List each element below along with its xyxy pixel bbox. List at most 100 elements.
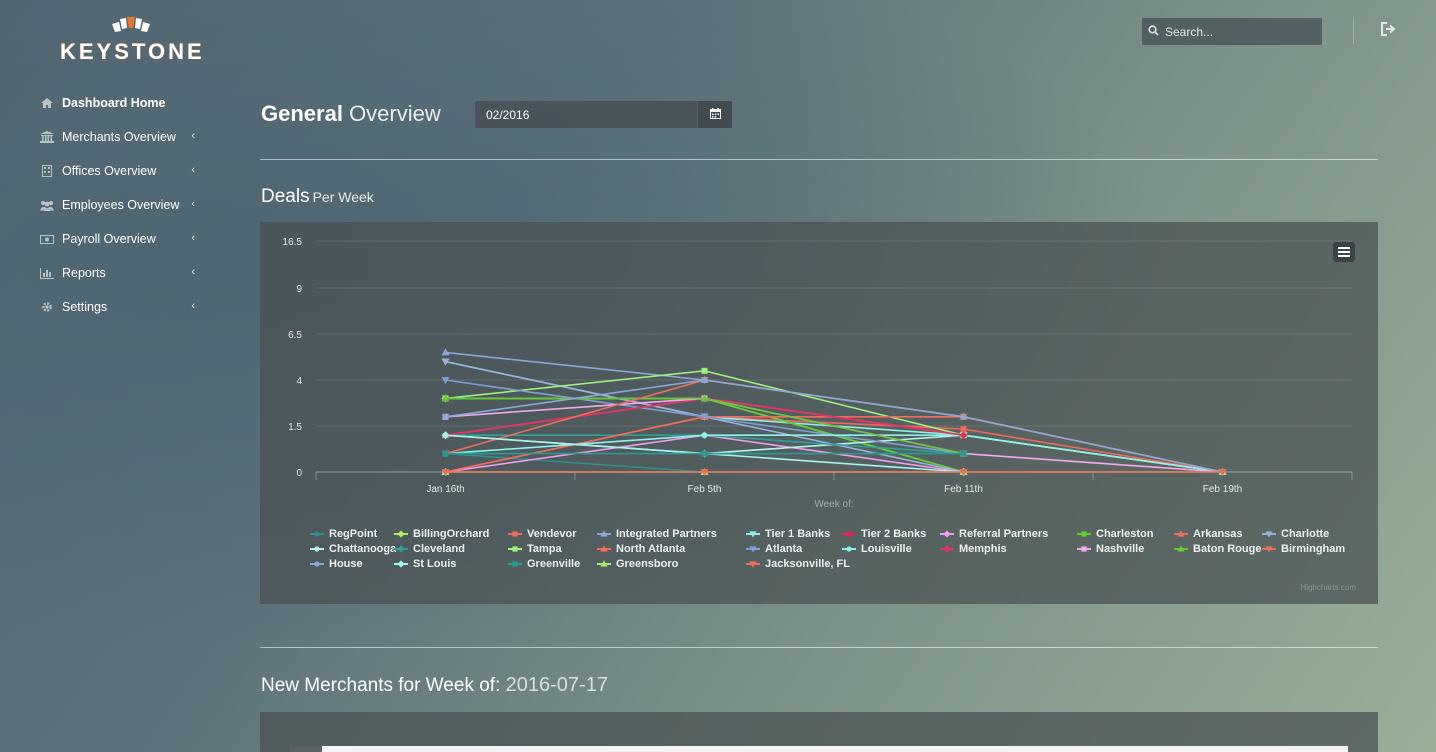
- legend-symbol: [394, 560, 408, 568]
- legend-item[interactable]: Charleston: [1077, 528, 1153, 540]
- data-point[interactable]: [441, 377, 450, 384]
- legend-item[interactable]: Baton Rouge: [1174, 543, 1261, 555]
- legend-item[interactable]: Atlanta: [746, 543, 802, 555]
- legend-item[interactable]: Tampa: [508, 543, 562, 555]
- legend-symbol: [310, 531, 324, 537]
- sidebar-item-reports[interactable]: Reports ‹: [40, 256, 205, 290]
- data-point[interactable]: [959, 431, 968, 440]
- legend-item[interactable]: Greensboro: [597, 558, 678, 570]
- legend-label: Baton Rouge: [1193, 543, 1262, 555]
- legend-label: Birmingham: [1281, 543, 1346, 555]
- legend-symbol: [597, 545, 611, 552]
- keystone-logo[interactable]: KEYSTONE: [60, 14, 202, 66]
- legend-item[interactable]: North Atlanta: [597, 543, 685, 555]
- month-picker[interactable]: [475, 101, 732, 128]
- legend-item[interactable]: Cleveland: [394, 543, 465, 555]
- header-divider: [1353, 18, 1354, 44]
- table-tab[interactable]: [290, 746, 322, 752]
- legend-label: Memphis: [959, 543, 1007, 555]
- gear-icon: [40, 301, 54, 313]
- data-point[interactable]: [700, 413, 709, 421]
- legend-symbol: [310, 561, 324, 567]
- chart-credit[interactable]: Highcharts.com: [1300, 583, 1356, 592]
- data-point[interactable]: [960, 413, 967, 420]
- series-line[interactable]: [445, 369, 1223, 473]
- data-point[interactable]: [701, 367, 708, 374]
- data-point[interactable]: [442, 450, 449, 457]
- sidebar-item-dashboard-home[interactable]: Dashboard Home: [40, 86, 205, 120]
- data-point[interactable]: [441, 358, 450, 366]
- search-box[interactable]: [1142, 18, 1322, 45]
- data-point[interactable]: [441, 348, 450, 356]
- data-point[interactable]: [700, 469, 709, 476]
- series-line[interactable]: [445, 379, 1223, 473]
- legend-item[interactable]: Jacksonville, FL: [746, 558, 850, 570]
- chevron-left-icon: ‹: [191, 232, 195, 244]
- deals-line-chart: 0 1.5 4 6.5 9 16.5 Jan 16th Feb 5th Feb 11th Feb …: [283, 237, 1353, 510]
- sidebar-item-employees-overview[interactable]: Employees Overview ‹: [40, 188, 205, 222]
- bank-icon: [40, 131, 54, 143]
- legend-item[interactable]: Birmingham: [1262, 543, 1345, 555]
- page-title-bold: General: [261, 101, 343, 126]
- legend-item[interactable]: Greenville: [508, 558, 580, 570]
- search-input[interactable]: [1163, 23, 1317, 40]
- data-point[interactable]: [701, 450, 708, 457]
- hamburger-menu-icon[interactable]: [1333, 242, 1355, 262]
- data-point[interactable]: [441, 394, 450, 402]
- legend-item[interactable]: Charlotte: [1262, 528, 1329, 540]
- legend-label: St Louis: [413, 558, 457, 570]
- legend-label: RegPoint: [329, 528, 378, 540]
- legend-item[interactable]: Nashville: [1077, 543, 1144, 555]
- legend-item[interactable]: Arkansas: [1174, 528, 1243, 540]
- y-tick-label: 16.5: [283, 237, 303, 248]
- building-icon: [40, 165, 54, 177]
- legend-symbol: [746, 546, 760, 553]
- deals-title: Deals: [261, 186, 310, 207]
- new-merchants-panel: [260, 712, 1378, 752]
- legend-symbol: [394, 530, 408, 538]
- data-point[interactable]: [1218, 469, 1227, 476]
- chevron-left-icon: ‹: [191, 198, 195, 210]
- legend-item[interactable]: Tier 2 Banks: [842, 528, 926, 540]
- legend-label: Cleveland: [413, 543, 465, 555]
- legend-item[interactable]: Memphis: [940, 543, 1007, 555]
- legend-item[interactable]: Integrated Partners: [597, 528, 717, 540]
- legend-item[interactable]: BillingOrchard: [394, 528, 489, 540]
- section-divider: [260, 647, 1378, 648]
- data-point[interactable]: [960, 450, 967, 457]
- calendar-button[interactable]: [697, 101, 732, 128]
- sidebar-item-payroll-overview[interactable]: Payroll Overview ‹: [40, 222, 205, 256]
- legend-item[interactable]: House: [310, 558, 363, 570]
- legend-item[interactable]: RegPoint: [310, 528, 377, 540]
- month-input[interactable]: [475, 101, 697, 128]
- merchants-table: [322, 746, 1348, 752]
- sign-out-icon[interactable]: [1381, 22, 1397, 38]
- data-point[interactable]: [441, 469, 450, 476]
- data-point[interactable]: [442, 413, 449, 420]
- data-point[interactable]: [701, 432, 708, 439]
- legend-item[interactable]: Referral Partners: [940, 528, 1048, 540]
- sidebar-item-offices-overview[interactable]: Offices Overview ‹: [40, 154, 205, 188]
- legend-symbol: [746, 531, 760, 538]
- legend-symbol: [842, 531, 856, 537]
- x-tick-label: Feb 19th: [1203, 484, 1242, 495]
- legend-item[interactable]: Chattanooga: [310, 543, 396, 555]
- x-tick-label: Jan 16th: [426, 484, 464, 495]
- legend-symbol: [1174, 530, 1188, 537]
- data-point[interactable]: [701, 377, 708, 383]
- y-tick-label: 4: [296, 376, 302, 387]
- sidebar-item-merchants-overview[interactable]: Merchants Overview ‹: [40, 120, 205, 154]
- data-point[interactable]: [441, 431, 450, 440]
- series-line[interactable]: [445, 452, 705, 473]
- legend-item[interactable]: Tier 1 Banks: [746, 528, 830, 540]
- section-divider: [260, 159, 1378, 160]
- legend-item[interactable]: Vendevor: [508, 528, 577, 540]
- legend-label: House: [329, 558, 363, 570]
- data-point[interactable]: [959, 469, 968, 476]
- sidebar-item-settings[interactable]: Settings ‹: [40, 290, 205, 324]
- data-point[interactable]: [700, 394, 709, 402]
- legend-item[interactable]: Louisville: [842, 543, 912, 555]
- legend-label: Charlotte: [1281, 528, 1330, 540]
- data-point[interactable]: [960, 426, 967, 433]
- legend-item[interactable]: St Louis: [394, 558, 456, 570]
